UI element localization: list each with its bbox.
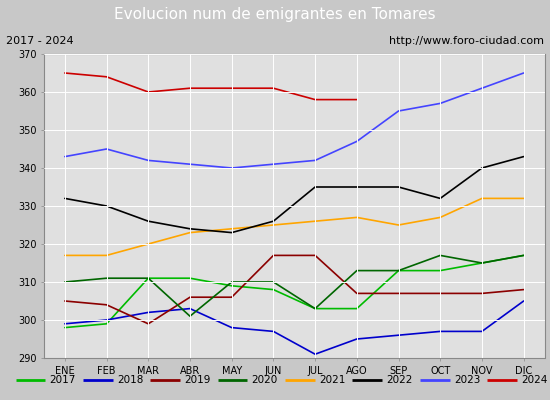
Text: 2017 - 2024: 2017 - 2024 [6, 36, 73, 46]
Text: 2019: 2019 [184, 375, 211, 385]
Text: http://www.foro-ciudad.com: http://www.foro-ciudad.com [389, 36, 544, 46]
Text: 2024: 2024 [521, 375, 548, 385]
Text: 2022: 2022 [387, 375, 413, 385]
Text: 2018: 2018 [117, 375, 144, 385]
Text: 2020: 2020 [252, 375, 278, 385]
Text: Evolucion num de emigrantes en Tomares: Evolucion num de emigrantes en Tomares [114, 8, 436, 22]
Text: 2021: 2021 [319, 375, 345, 385]
Text: 2023: 2023 [454, 375, 480, 385]
Text: 2017: 2017 [50, 375, 76, 385]
